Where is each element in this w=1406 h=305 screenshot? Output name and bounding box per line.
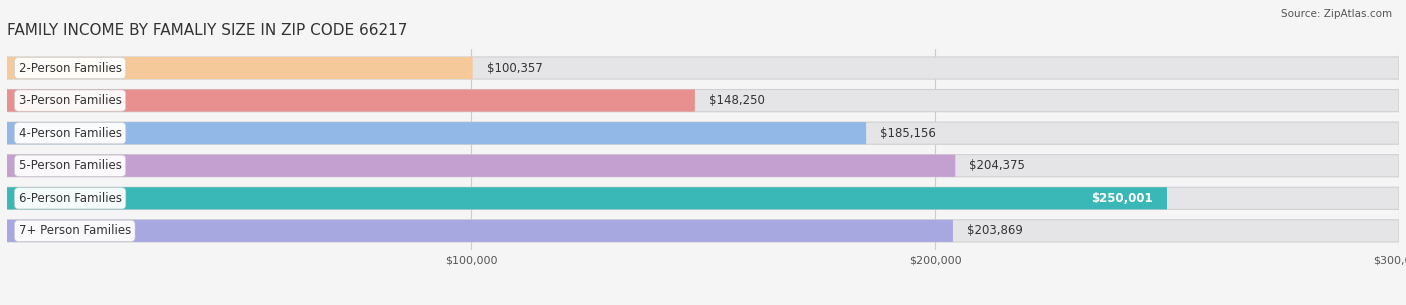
FancyBboxPatch shape — [7, 57, 472, 79]
FancyBboxPatch shape — [7, 155, 955, 177]
FancyBboxPatch shape — [7, 89, 1399, 112]
FancyBboxPatch shape — [7, 122, 1399, 144]
Text: $100,357: $100,357 — [486, 62, 543, 74]
Text: 6-Person Families: 6-Person Families — [18, 192, 122, 205]
Text: $185,156: $185,156 — [880, 127, 936, 140]
Text: 7+ Person Families: 7+ Person Families — [18, 224, 131, 237]
Text: 2-Person Families: 2-Person Families — [18, 62, 122, 74]
Text: Source: ZipAtlas.com: Source: ZipAtlas.com — [1281, 9, 1392, 19]
Text: 5-Person Families: 5-Person Families — [18, 159, 121, 172]
Text: $250,001: $250,001 — [1091, 192, 1153, 205]
FancyBboxPatch shape — [7, 187, 1167, 210]
FancyBboxPatch shape — [7, 187, 1399, 210]
FancyBboxPatch shape — [7, 122, 866, 144]
Text: $148,250: $148,250 — [709, 94, 765, 107]
FancyBboxPatch shape — [7, 89, 695, 112]
FancyBboxPatch shape — [7, 220, 953, 242]
Text: 4-Person Families: 4-Person Families — [18, 127, 122, 140]
FancyBboxPatch shape — [7, 57, 1399, 79]
Text: $204,375: $204,375 — [969, 159, 1025, 172]
Text: FAMILY INCOME BY FAMALIY SIZE IN ZIP CODE 66217: FAMILY INCOME BY FAMALIY SIZE IN ZIP COD… — [7, 23, 408, 38]
FancyBboxPatch shape — [7, 155, 1399, 177]
Text: $203,869: $203,869 — [967, 224, 1022, 237]
Text: 3-Person Families: 3-Person Families — [18, 94, 121, 107]
FancyBboxPatch shape — [7, 220, 1399, 242]
